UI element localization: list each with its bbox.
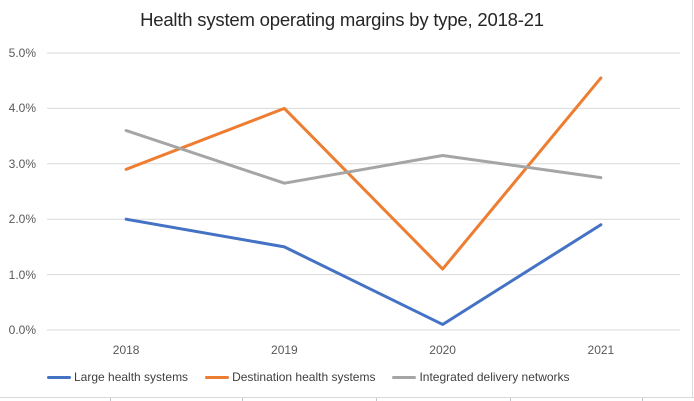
y-tick-label: 0.0%: [8, 323, 36, 337]
series-line-large-health-systems: [124, 217, 603, 326]
chart-title: Health system operating margins by type,…: [140, 9, 544, 30]
worksheet-cell-tick: [110, 398, 111, 401]
legend-line-swatch: [47, 375, 71, 379]
worksheet-cell-tick: [642, 398, 643, 401]
x-tick-label: 2021: [587, 343, 615, 357]
legend: Large health systems Destination health s…: [47, 370, 570, 384]
y-tick-label: 1.0%: [8, 267, 36, 282]
legend-label: Integrated delivery networks: [419, 370, 570, 384]
series-line-destination-health-systems: [124, 76, 603, 271]
legend-line-swatch: [205, 375, 230, 379]
legend-line-swatch: [392, 375, 417, 379]
legend-label: Destination health systems: [232, 370, 376, 384]
x-tick-label: 2020: [429, 343, 456, 357]
legend-label: Large health systems: [74, 370, 189, 384]
worksheet-cell-tick: [376, 398, 377, 401]
legend-item-large-health-systems: Large health systems: [47, 370, 188, 384]
legend-item-destination-health-systems: Destination health systems: [205, 370, 375, 384]
y-tick-label: 2.0%: [8, 212, 36, 227]
worksheet-column-gridline: [692, 0, 693, 397]
series-line-integrated-delivery-networks: [124, 129, 603, 185]
x-tick-label: 2019: [271, 343, 298, 357]
y-tick-label: 5.0%: [8, 46, 36, 60]
x-tick-label: 2018: [112, 343, 140, 357]
worksheet-cell-tick: [510, 398, 511, 401]
worksheet-cell-tick: [242, 398, 243, 401]
y-tick-label: 3.0%: [8, 156, 36, 171]
legend-item-integrated-delivery-networks: Integrated delivery networks: [392, 370, 570, 384]
y-tick-label: 4.0%: [8, 101, 36, 116]
worksheet-row-gridline: [0, 397, 694, 398]
